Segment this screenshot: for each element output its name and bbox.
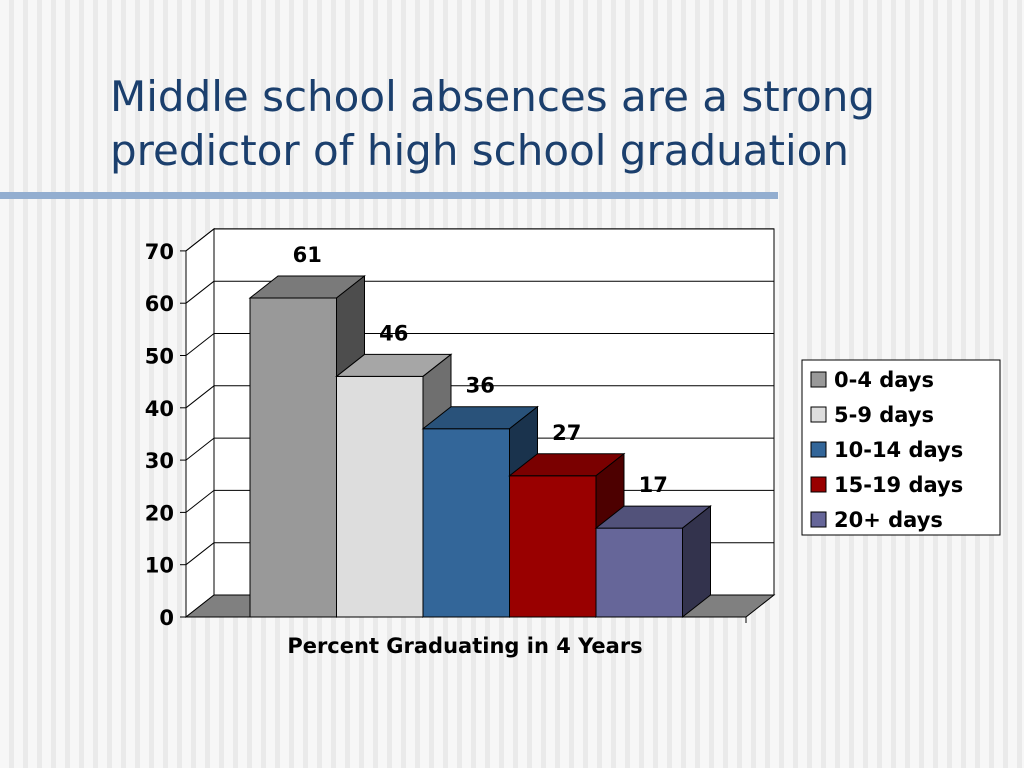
bar-20-days [595, 527, 683, 618]
x-axis-label: Percent Graduating in 4 Years [287, 634, 642, 658]
y-tick-label: 30 [145, 449, 174, 473]
gridline-side [185, 542, 215, 566]
data-label: 61 [293, 243, 322, 267]
legend-label: 20+ days [834, 508, 943, 532]
legend-swatch [810, 511, 827, 528]
y-tick-label: 0 [159, 606, 174, 630]
y-tick-label: 10 [145, 554, 174, 578]
data-label: 36 [466, 374, 495, 398]
gridline-side [185, 437, 215, 461]
bar-10-14-days [422, 428, 510, 618]
slide-title-line-2: predictor of high school graduation [110, 126, 849, 175]
chart-data-labels: 61 46 36 27 17 [293, 243, 668, 497]
slide-title-line-1: Middle school absences are a strong [110, 72, 876, 121]
legend-swatch [810, 371, 827, 388]
gridline-side [185, 228, 215, 252]
y-tick-label: 70 [145, 240, 174, 264]
chart-side-wall [185, 227, 215, 619]
bar-5-9-days [336, 375, 424, 618]
data-label: 17 [639, 473, 668, 497]
legend-label: 0-4 days [834, 368, 934, 392]
legend-box [801, 359, 1001, 536]
legend-swatch [810, 441, 827, 458]
slide-title: Middle school absences are a strong pred… [110, 70, 990, 178]
bar-side [682, 505, 711, 619]
legend-swatch [810, 406, 827, 423]
bar-0-4-days [249, 297, 337, 618]
gridline-side [185, 280, 215, 304]
bar-15-19-days [509, 475, 597, 618]
gridline-side [185, 385, 215, 409]
legend-label: 5-9 days [834, 403, 934, 427]
y-tick-label: 20 [145, 501, 174, 525]
y-tick-label: 60 [145, 292, 174, 316]
gridline-side [185, 490, 215, 513]
chart-bars [248, 274, 712, 619]
chart-legend: 0-4 days 5-9 days 10-14 days 15-19 days 20+ … [801, 359, 1001, 536]
y-tick-label: 50 [145, 345, 174, 369]
legend-label: 10-14 days [834, 438, 963, 462]
legend-label: 15-19 days [834, 473, 963, 497]
data-label: 46 [379, 321, 408, 345]
title-divider [0, 192, 778, 199]
y-tick-label: 40 [145, 397, 174, 421]
data-label: 27 [552, 421, 581, 445]
legend-swatch [810, 476, 827, 493]
gridline-side [185, 333, 215, 356]
